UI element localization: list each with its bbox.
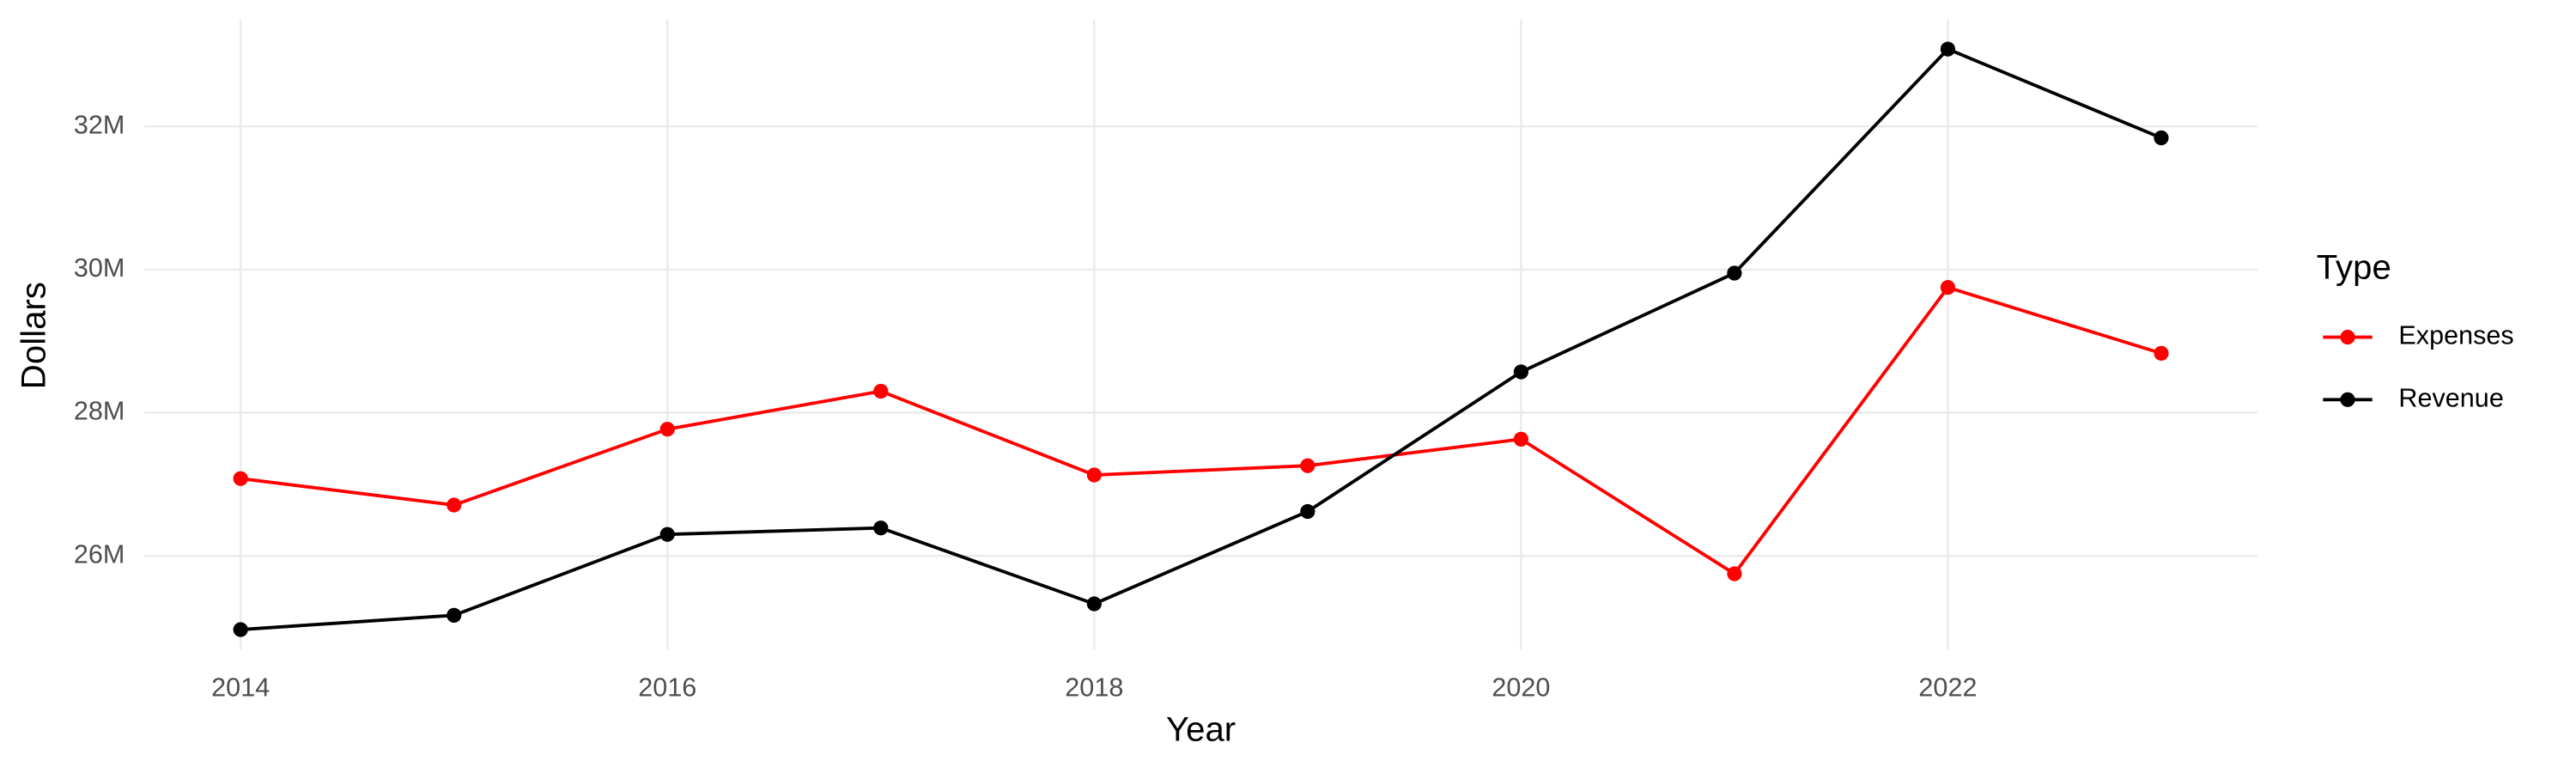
data-point <box>1940 41 1956 57</box>
data-point <box>2154 130 2169 146</box>
x-tick-label: 2022 <box>1918 673 1977 702</box>
x-tick-label: 2018 <box>1065 673 1123 702</box>
x-tick-label: 2020 <box>1492 673 1550 702</box>
data-point <box>1300 458 1315 473</box>
data-point <box>1940 280 1956 295</box>
data-point <box>1300 503 1315 520</box>
x-tick-label: 2016 <box>638 673 696 702</box>
y-axis-label: Dollars <box>15 282 53 389</box>
legend-key-point <box>2340 329 2355 345</box>
data-point <box>447 497 462 513</box>
legend-label: Revenue <box>2398 383 2503 412</box>
legend-title: Type <box>2317 248 2391 287</box>
data-point <box>1086 467 1102 483</box>
data-point <box>1513 431 1529 447</box>
data-point <box>233 622 248 637</box>
y-tick-label: 26M <box>74 539 125 569</box>
grid <box>144 19 2257 650</box>
x-tick-label: 2014 <box>211 673 270 702</box>
data-point <box>233 471 248 486</box>
y-tick-label: 30M <box>74 253 125 283</box>
data-point <box>873 383 889 399</box>
data-point <box>1513 364 1529 380</box>
data-point <box>659 526 675 542</box>
series-line <box>240 46 2162 631</box>
y-tick-label: 28M <box>74 397 125 426</box>
x-axis-label: Year <box>1166 710 1236 749</box>
legend-label: Expenses <box>2398 321 2513 350</box>
data-point <box>2154 345 2169 361</box>
data-point <box>1727 566 1742 581</box>
data-point <box>447 607 462 623</box>
data-point <box>1086 596 1102 612</box>
data-point <box>659 422 675 437</box>
data-point <box>1727 265 1742 281</box>
legend-key-point <box>2340 392 2355 407</box>
series-line <box>240 285 2162 576</box>
y-tick-label: 32M <box>74 110 125 139</box>
data-point <box>873 520 889 536</box>
